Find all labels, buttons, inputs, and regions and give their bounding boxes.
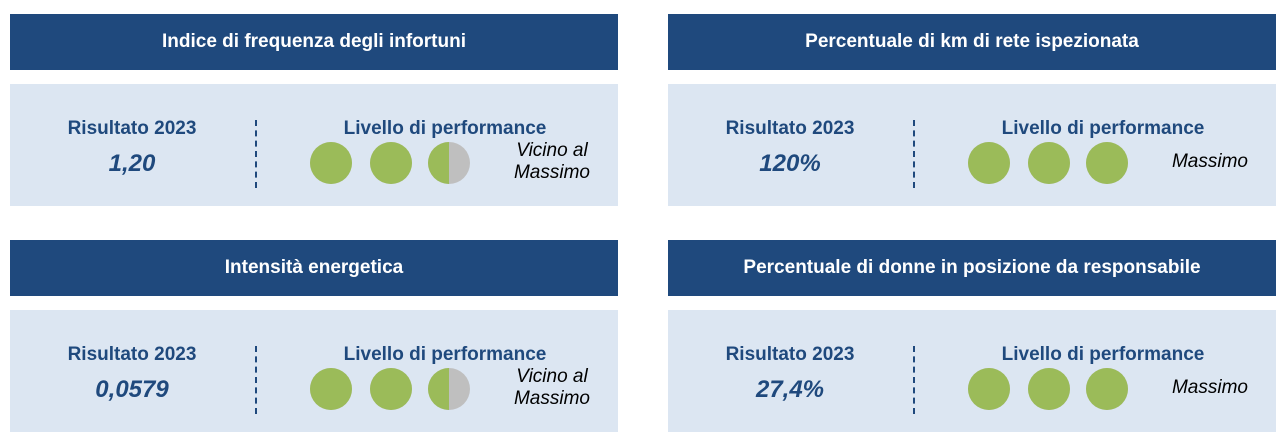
performance-label: Livello di performance	[1001, 118, 1205, 139]
card-title: Percentuale di km di rete ispezionata	[668, 14, 1276, 70]
performance-level: Vicino al Massimo	[513, 140, 590, 183]
dot-filled	[370, 368, 412, 410]
performance-label: Livello di performance	[1001, 344, 1205, 365]
result-value: 1,20	[108, 150, 156, 177]
dot-filled	[1086, 368, 1128, 410]
dot-filled	[428, 142, 449, 184]
dot-filled	[310, 368, 352, 410]
dot-filled	[968, 142, 1010, 184]
dot-filled	[1028, 368, 1070, 410]
performance-level: Massimo	[1171, 151, 1248, 172]
card: Intensità energetica Risultato 2023 0,0579…	[10, 240, 618, 432]
performance-level: Vicino al Massimo	[513, 366, 590, 409]
performance-label: Livello di performance	[343, 344, 547, 365]
panel: Risultato 2023 1,20 Livello di performance…	[10, 84, 618, 206]
performance-dots	[968, 142, 1128, 184]
result-label: Risultato 2023	[725, 118, 855, 139]
dot-filled	[310, 142, 352, 184]
card: Percentuale di donne in posizione da res…	[668, 240, 1276, 432]
card-title: Indice di frequenza degli infortuni	[10, 14, 618, 70]
result-label: Risultato 2023	[67, 118, 197, 139]
card-title: Intensità energetica	[10, 240, 618, 296]
card: Percentuale di km di rete ispezionata Ris…	[668, 14, 1276, 206]
performance-dots	[968, 368, 1128, 410]
dot-filled	[968, 368, 1010, 410]
dot-filled	[1028, 142, 1070, 184]
card: Indice di frequenza degli infortuni Risul…	[10, 14, 618, 206]
result-value: 0,0579	[95, 376, 169, 403]
separator	[255, 346, 257, 414]
dot-filled	[428, 368, 449, 410]
result-label: Risultato 2023	[67, 344, 197, 365]
performance-level: Massimo	[1171, 377, 1248, 398]
dot-filled	[370, 142, 412, 184]
panel: Risultato 2023 27,4% Livello di performanc…	[668, 310, 1276, 432]
performance-dots	[310, 142, 470, 184]
separator	[255, 120, 257, 188]
panel: Risultato 2023 0,0579 Livello di performan…	[10, 310, 618, 432]
result-value: 27,4%	[755, 376, 825, 403]
separator	[913, 120, 915, 188]
card-title: Percentuale di donne in posizione da res…	[668, 240, 1276, 296]
dot-filled	[1086, 142, 1128, 184]
result-label: Risultato 2023	[725, 344, 855, 365]
performance-label: Livello di performance	[343, 118, 547, 139]
separator	[913, 346, 915, 414]
panel: Risultato 2023 120% Livello di performance…	[668, 84, 1276, 206]
performance-dots	[310, 368, 470, 410]
result-value: 120%	[759, 150, 821, 177]
